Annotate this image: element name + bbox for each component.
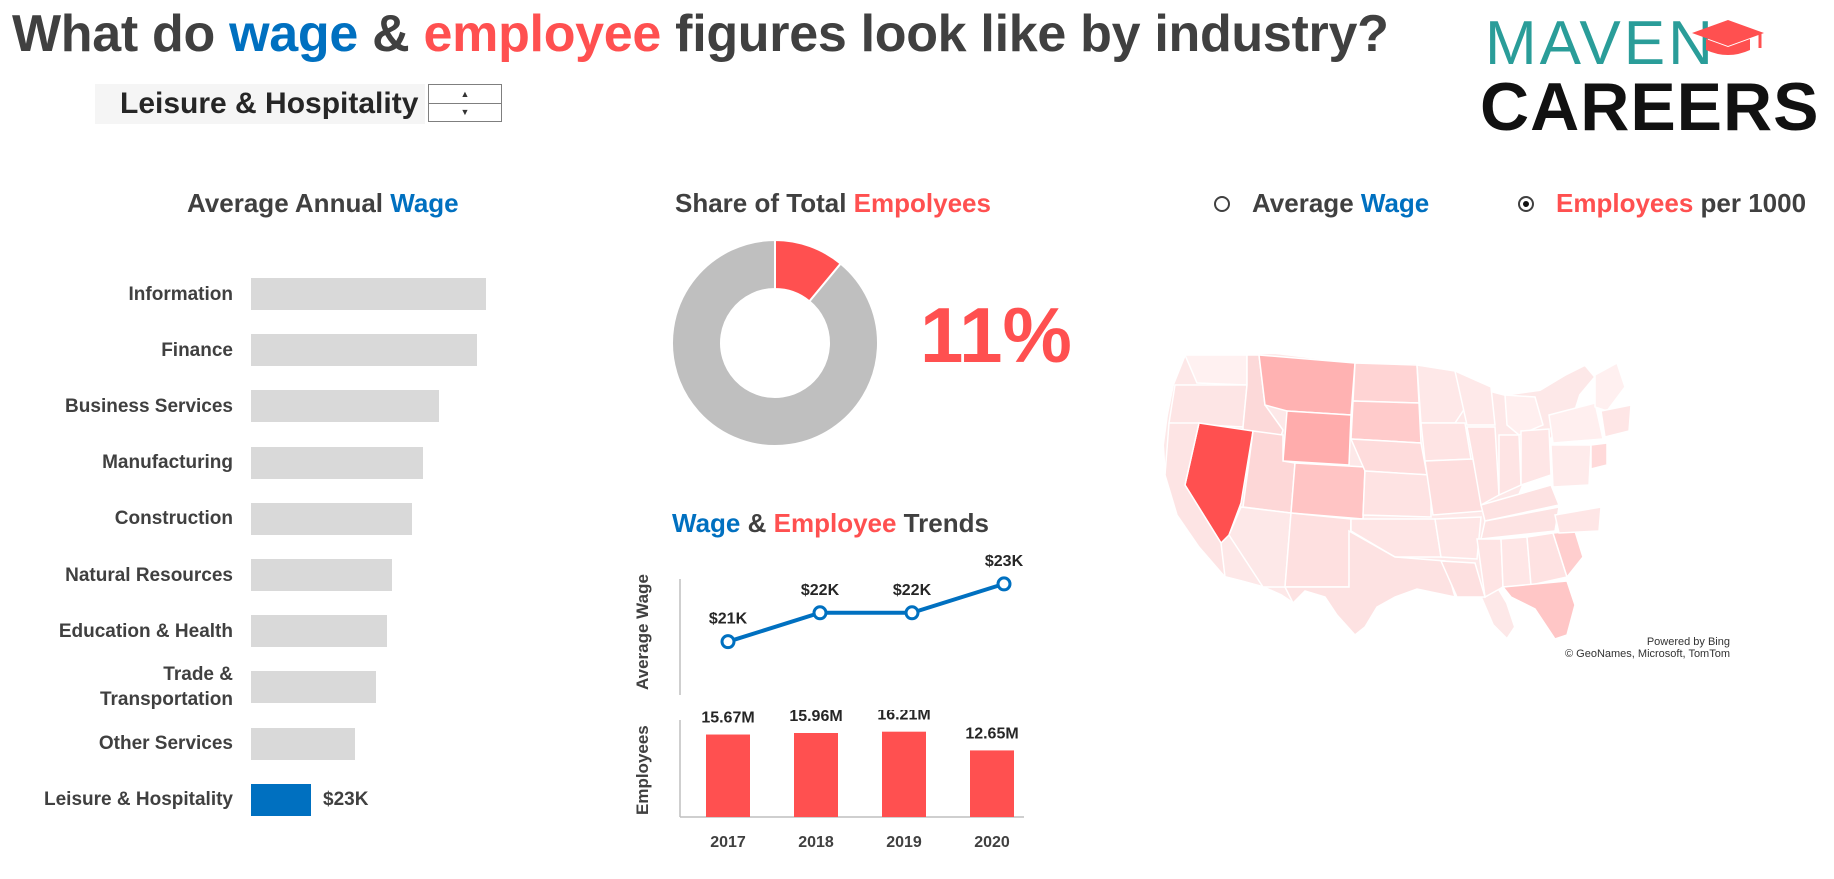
wage-trend-value-label: $22K — [801, 582, 840, 599]
wage-trend-point[interactable] — [904, 605, 920, 621]
wage-bar-label: Manufacturing — [102, 452, 233, 474]
title-employee-word: employee — [423, 5, 662, 63]
map-credits: Powered by Bing © GeoNames, Microsoft, T… — [1565, 636, 1730, 660]
wage-bar[interactable] — [251, 671, 377, 704]
year-tick-label: 2020 — [974, 834, 1010, 851]
wage-trend-point[interactable] — [812, 605, 828, 621]
employees-bar-value-label: 12.65M — [965, 725, 1018, 742]
wage-bar-label: Natural Resources — [65, 564, 233, 586]
wage-chart-title: Average Annual Wage — [187, 188, 459, 218]
share-donut-chart — [671, 238, 879, 447]
year-tick-label: 2019 — [886, 834, 922, 851]
wage-bar-label: Leisure & Hospitality — [44, 789, 233, 811]
title-wage-word: wage — [229, 5, 358, 63]
option-employees-per-1000[interactable]: Employees per 1000 — [1556, 188, 1807, 218]
wage-bar[interactable] — [251, 502, 412, 535]
industry-spinner[interactable]: ▲ ▼ — [428, 84, 502, 122]
wage-trend-point[interactable] — [996, 576, 1012, 592]
employees-bar[interactable] — [882, 731, 926, 817]
wage-bar-label: Trade & Transportation — [99, 664, 233, 711]
wage-bar-value-label: $23K — [323, 788, 369, 810]
wage-bar[interactable] — [251, 783, 312, 816]
wage-bar-label: Other Services — [98, 733, 233, 755]
employees-bar-value-label: 15.96M — [789, 710, 842, 725]
wage-bar-label: Finance — [161, 339, 233, 361]
wage-bar[interactable] — [251, 278, 486, 310]
donut-slice[interactable] — [671, 238, 879, 447]
logo-careers-text: CAREERS — [1480, 69, 1820, 145]
wage-trend-point[interactable] — [720, 634, 736, 650]
wage-trend-line — [727, 581, 1005, 644]
wage-bar[interactable] — [251, 446, 424, 479]
wage-bar[interactable] — [251, 615, 387, 648]
wage-bar-label: Construction — [114, 508, 233, 530]
wage-trend-value-label: $23K — [985, 553, 1024, 570]
wage-trend-line-chart: $21K $22K $22K $23K — [679, 553, 1024, 695]
industry-selector-value[interactable]: Leisure & Hospitality — [95, 84, 425, 124]
year-tick-label: 2017 — [710, 834, 746, 851]
wage-bar-label: Business Services — [65, 395, 233, 417]
wage-bar-label: Information — [128, 283, 234, 305]
page-title: What do wage & employee figures look lik… — [12, 5, 1389, 63]
us-choropleth-map[interactable] — [1155, 335, 1685, 670]
employees-trend-bar-chart: 15.67M 2017 15.96M 2018 16.21M 2019 12.65M 2020 — [679, 710, 1024, 851]
wage-bar[interactable] — [251, 390, 439, 423]
employees-bar[interactable] — [970, 750, 1014, 817]
logo-maven-text: MAVEN — [1485, 9, 1716, 78]
radio-average-wage[interactable] — [1214, 196, 1230, 212]
graduation-cap-icon — [1692, 20, 1764, 55]
share-percent-label: 11% — [920, 291, 1072, 379]
wage-trend-value-label: $22K — [893, 582, 932, 599]
year-tick-label: 2018 — [798, 834, 834, 851]
trends-chart-title: Wage & Employee Trends — [672, 508, 989, 538]
spinner-up-icon[interactable]: ▲ — [429, 85, 501, 104]
share-chart-title: Share of Total Empolyees — [675, 188, 991, 218]
employees-bar-value-label: 16.21M — [877, 710, 930, 724]
wage-trend-value-label: $21K — [709, 611, 748, 628]
spinner-down-icon[interactable]: ▼ — [460, 107, 470, 117]
radio-employees-per-1000[interactable] — [1518, 196, 1534, 212]
option-average-wage[interactable]: Average Wage — [1252, 188, 1430, 218]
employees-axis-title: Employees — [633, 725, 652, 815]
employees-bar-value-label: 15.67M — [701, 710, 754, 727]
wage-bar[interactable] — [251, 334, 477, 367]
wage-axis-title: Average Wage — [633, 574, 652, 690]
wage-bar[interactable] — [251, 727, 356, 760]
wage-bar[interactable] — [251, 559, 392, 591]
wage-bar-label: Education & Health — [58, 620, 233, 642]
employees-bar[interactable] — [706, 734, 750, 817]
employees-bar[interactable] — [794, 733, 838, 817]
